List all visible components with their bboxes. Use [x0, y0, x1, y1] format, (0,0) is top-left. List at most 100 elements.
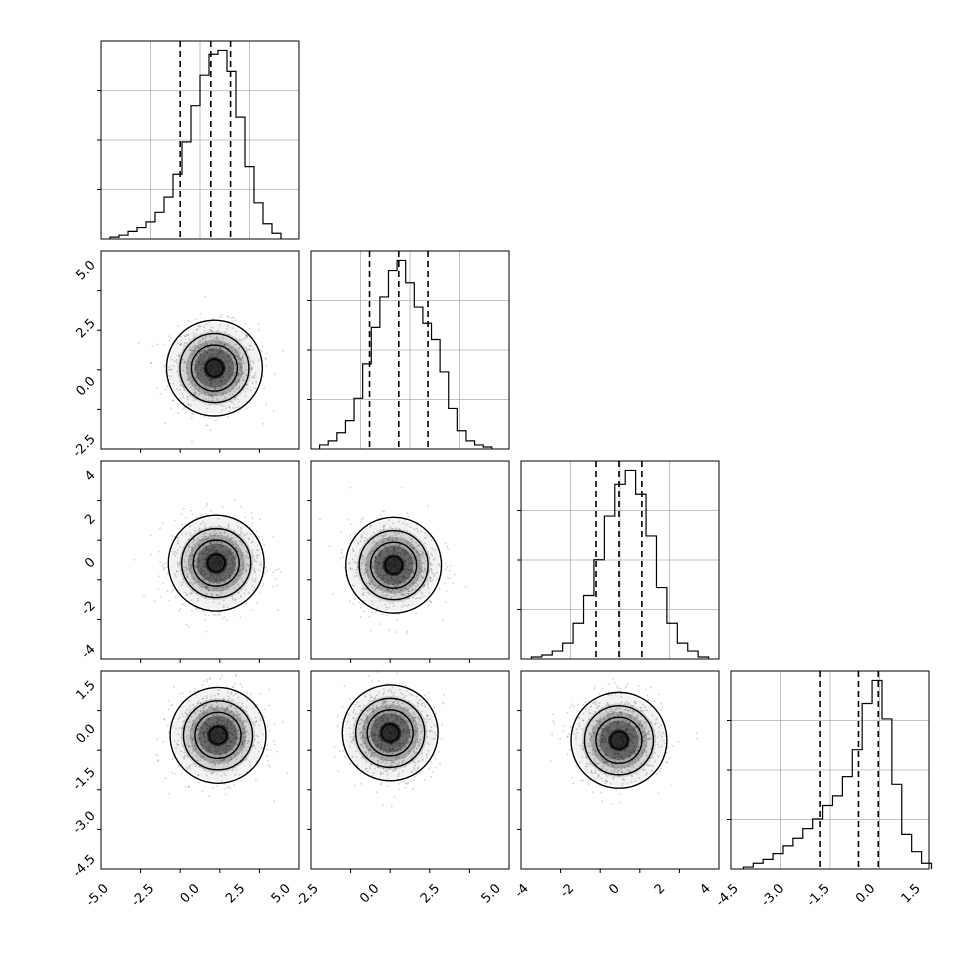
- scatter-point: [178, 380, 181, 383]
- scatter-point: [384, 716, 387, 719]
- scatter-point: [392, 522, 394, 525]
- scatter-point: [203, 732, 206, 735]
- scatter-point: [365, 745, 368, 747]
- scatter-point: [608, 719, 611, 722]
- scatter-point: [187, 562, 190, 565]
- scatter-point: [407, 708, 409, 711]
- scatter-point: [215, 532, 217, 535]
- scatter-point: [227, 344, 230, 346]
- scatter-point: [203, 733, 205, 736]
- scatter-point: [431, 563, 433, 566]
- scatter-point: [246, 348, 248, 351]
- scatter-point: [268, 688, 271, 691]
- contour-line: [345, 516, 443, 614]
- scatter-point: [380, 745, 383, 748]
- scatter-point: [227, 727, 230, 730]
- scatter-point: [404, 561, 407, 564]
- scatter-point: [386, 751, 388, 754]
- scatter-point: [413, 713, 416, 716]
- scatter-point: [178, 355, 181, 357]
- scatter-point: [198, 361, 200, 364]
- scatter-point: [186, 575, 189, 577]
- scatter-point: [402, 578, 404, 581]
- scatter-point: [416, 747, 418, 750]
- scatter-point: [387, 710, 390, 713]
- scatter-point: [405, 594, 407, 597]
- scatter-point: [196, 346, 199, 349]
- scatter-point: [372, 571, 375, 574]
- scatter-point: [206, 747, 209, 750]
- scatter-point: [413, 775, 416, 778]
- scatter-point: [375, 610, 377, 613]
- scatter-point: [608, 726, 611, 729]
- scatter-point: [232, 715, 235, 717]
- scatter-point: [361, 756, 364, 759]
- scatter-point: [276, 609, 279, 612]
- scatter-point: [206, 724, 209, 727]
- scatter-point: [387, 578, 390, 581]
- scatter-point: [189, 376, 192, 379]
- scatter-point: [192, 413, 195, 415]
- scatter-point: [415, 550, 418, 553]
- scatter-point: [414, 593, 417, 595]
- scatter-point: [222, 545, 225, 548]
- scatter-point: [227, 556, 230, 559]
- scatter-point: [203, 532, 206, 535]
- scatter-point: [191, 380, 193, 383]
- scatter-point: [428, 767, 431, 770]
- scatter-point: [435, 766, 438, 769]
- scatter-point: [402, 731, 404, 734]
- scatter-point: [443, 694, 446, 696]
- scatter-point: [423, 567, 426, 570]
- scatter-point: [392, 761, 395, 764]
- scatter-point: [166, 573, 169, 575]
- scatter-point: [408, 740, 411, 743]
- scatter-point: [393, 548, 396, 551]
- scatter-point: [409, 728, 412, 731]
- scatter-point: [230, 553, 233, 555]
- scatter-point: [170, 375, 172, 378]
- scatter-point: [209, 533, 211, 535]
- scatter-point: [445, 590, 448, 593]
- scatter-point: [371, 755, 373, 757]
- scatter-point: [235, 388, 238, 390]
- scatter-point: [416, 722, 419, 725]
- scatter-point: [382, 527, 385, 530]
- scatter-point: [167, 708, 170, 711]
- scatter-point: [421, 577, 424, 580]
- scatter-point: [371, 707, 374, 710]
- scatter-point: [205, 424, 207, 427]
- scatter-point: [426, 583, 429, 586]
- scatter-point: [420, 591, 423, 594]
- scatter-point: [399, 742, 401, 745]
- scatter-point: [403, 716, 405, 719]
- scatter-point: [367, 574, 369, 577]
- scatter-point: [428, 577, 430, 580]
- scatter-point: [189, 767, 192, 770]
- scatter-point: [378, 539, 381, 542]
- scatter-point: [396, 577, 398, 580]
- scatter-point: [225, 750, 228, 753]
- scatter-point: [378, 563, 380, 565]
- scatter-point: [602, 724, 605, 727]
- scatter-point: [197, 537, 200, 540]
- scatter-point: [210, 383, 213, 386]
- scatter-point: [234, 540, 237, 542]
- scatter-point: [216, 721, 219, 724]
- scatter-point: [411, 571, 414, 574]
- scatter-point: [409, 557, 412, 560]
- scatter-point: [360, 737, 362, 740]
- scatter-point: [149, 553, 152, 556]
- scatter-point: [241, 736, 244, 739]
- scatter-point: [193, 363, 196, 366]
- scatter-point: [406, 630, 409, 633]
- scatter-point: [218, 532, 221, 535]
- scatter-point: [202, 697, 205, 700]
- scatter-point: [185, 743, 188, 746]
- scatter-point: [390, 576, 392, 579]
- scatter-point: [348, 745, 351, 748]
- scatter-point: [173, 360, 176, 363]
- scatter-point: [216, 748, 219, 751]
- scatter-point: [161, 522, 164, 525]
- scatter-point: [387, 710, 390, 713]
